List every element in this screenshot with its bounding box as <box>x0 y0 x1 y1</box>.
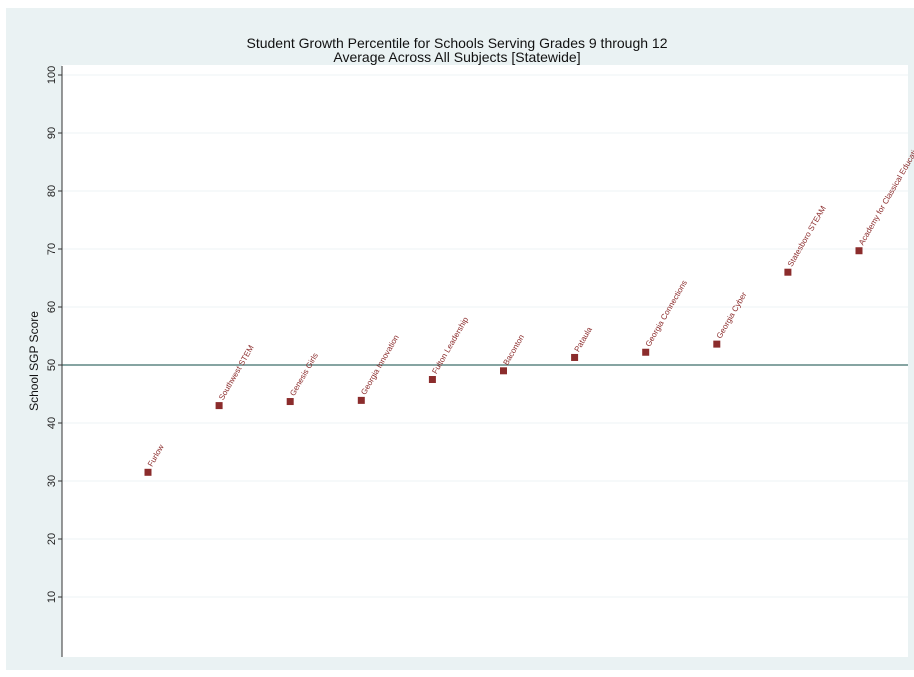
data-point <box>215 402 223 410</box>
data-point <box>286 398 294 406</box>
data-point <box>855 247 863 255</box>
y-tick-label: 100 <box>46 66 58 84</box>
data-point <box>500 367 507 375</box>
y-axis: 10 20 30 40 50 60 70 80 90 100 <box>46 66 63 657</box>
y-tick-label: 50 <box>46 359 58 371</box>
y-tick-label: 70 <box>46 243 58 255</box>
data-point <box>571 353 579 361</box>
data-point <box>357 396 365 404</box>
y-axis-title: School SGP Score <box>27 311 41 411</box>
chart-title: Student Growth Percentile for Schools Se… <box>246 35 668 51</box>
chart-subtitle: Average Across All Subjects [Statewide] <box>333 49 581 65</box>
y-tick-label: 20 <box>46 533 58 545</box>
data-point <box>784 268 792 276</box>
y-tick-label: 90 <box>46 127 58 139</box>
data-point <box>428 376 436 383</box>
data-point <box>713 340 721 348</box>
data-point <box>144 468 152 476</box>
y-tick-label: 80 <box>46 185 58 197</box>
data-point <box>642 348 650 356</box>
y-tick-label: 60 <box>46 301 58 313</box>
y-tick-label: 40 <box>46 417 58 429</box>
plot-area <box>62 65 908 657</box>
y-tick-label: 10 <box>46 591 58 603</box>
y-tick-label: 30 <box>46 475 58 487</box>
